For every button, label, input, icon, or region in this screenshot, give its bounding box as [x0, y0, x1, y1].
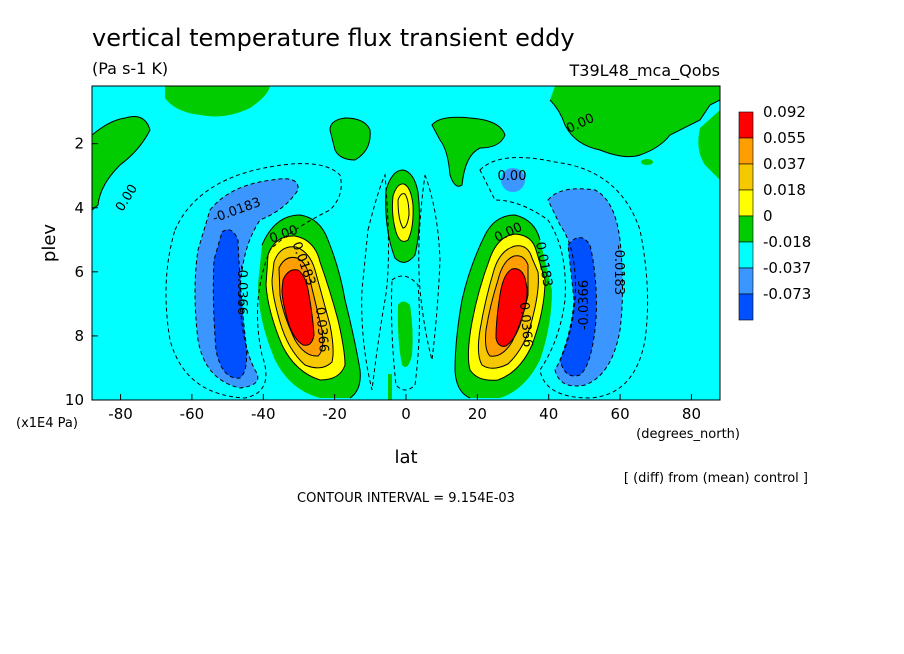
- experiment-label: T39L48_mca_Qobs: [569, 61, 720, 81]
- field-eq-lower-green: [397, 301, 413, 368]
- x-tick-label: -80: [108, 405, 133, 423]
- contour-neg-center-low: [391, 275, 420, 391]
- y-tick-label: 4: [74, 199, 84, 217]
- field-neg-small-north: [501, 168, 525, 192]
- field-neg-core-north: [560, 237, 597, 376]
- contour-eq-2: [391, 183, 414, 242]
- x-tick-label: 80: [682, 405, 701, 423]
- colorbar-swatch: [738, 293, 754, 321]
- contour-pos-south-5: [281, 269, 315, 346]
- contour-pos-south-1: [261, 214, 361, 399]
- y-axis-title: plev: [39, 224, 60, 263]
- contour-green-east: [549, 99, 720, 158]
- colorbar-label: 0: [763, 207, 773, 225]
- contour-pos-north-1: [454, 214, 541, 399]
- contour-label: -0.0366: [234, 265, 249, 315]
- contour-label: -0.0366: [577, 280, 592, 330]
- plot-area: [92, 86, 720, 400]
- colorbar-label: -0.037: [763, 259, 811, 277]
- field-upper-green-patch: [165, 86, 270, 117]
- x-tick-label: 20: [468, 405, 487, 423]
- contour-eq-3: [397, 193, 410, 229]
- y-tick-label: 10: [65, 391, 84, 409]
- field-eq-yellow: [392, 183, 414, 242]
- comparison-note: [ (diff) from (mean) control ]: [624, 471, 808, 486]
- field-small-green: [641, 159, 653, 165]
- contour-label: -0.0183: [611, 245, 626, 295]
- x-tick-label: -60: [180, 405, 205, 423]
- y-axis-ticks: 2 4 6 8 10: [65, 135, 98, 409]
- x-units-label: (degrees_north): [636, 427, 740, 442]
- x-tick-label: 0: [401, 405, 411, 423]
- contour-neg-north-inner: [547, 188, 623, 387]
- colorbar-label: 0.018: [763, 181, 806, 199]
- contour-label: 0.00: [498, 169, 527, 184]
- x-tick-label: 60: [611, 405, 630, 423]
- contour-lines: [92, 99, 720, 399]
- colorbar-swatch: [738, 163, 754, 191]
- contour-pos-north-5: [495, 268, 528, 347]
- field-upper-green-mid: [432, 117, 505, 187]
- colorbar-swatch: [738, 111, 754, 139]
- contour-neg-center-left: [361, 173, 389, 391]
- colorbar-label: -0.073: [763, 285, 811, 303]
- contour-dashed-lines: [165, 157, 649, 399]
- colorbar-swatch: [738, 137, 754, 165]
- field-eq-thin-green: [388, 374, 392, 400]
- x-tick-label: -20: [322, 405, 347, 423]
- contour-pos-north-2: [467, 233, 546, 381]
- y-units-label: (x1E4 Pa): [16, 416, 78, 431]
- contour-pos-south-4: [278, 257, 324, 357]
- contour-neg-south-inner: [194, 178, 299, 389]
- colorbar-label: 0.092: [763, 103, 806, 121]
- field-upper-green-east: [550, 86, 720, 157]
- field-upper-green-edge: [698, 110, 720, 180]
- contour-neg-south-outer: [165, 163, 342, 399]
- x-tick-label: -40: [251, 405, 276, 423]
- y-tick-label: 8: [74, 327, 84, 345]
- contour-neg-north-outer: [479, 157, 649, 399]
- colorbar-label: 0.055: [763, 129, 806, 147]
- colorbar-label: 0.037: [763, 155, 806, 173]
- colorbar-label: -0.018: [763, 233, 811, 251]
- x-axis-title: lat: [394, 447, 417, 468]
- contour-pos-south-3: [271, 246, 334, 369]
- colorbar-swatch: [738, 189, 754, 217]
- colorbar-swatch: [738, 267, 754, 295]
- contour-neg-center-right: [418, 174, 441, 361]
- field-pos-north-red: [496, 268, 528, 347]
- colorbar-swatch: [738, 241, 754, 269]
- field-upper-green-center: [330, 118, 371, 160]
- contour-green-center: [329, 117, 371, 161]
- field-neg-core-south: [213, 229, 247, 379]
- colorbar: 0.092 0.055 0.037 0.018 0 -0.018 -0.037 -0.073: [738, 103, 811, 321]
- contour-pos-north-3: [477, 245, 539, 369]
- x-axis-ticks: -80 -60 -40 -20 0 20 40 60 80: [108, 394, 701, 423]
- contour-eq-1: [385, 169, 420, 263]
- chart-title: vertical temperature flux transient eddy: [92, 24, 575, 52]
- colorbar-swatch: [738, 215, 754, 243]
- contour-label: 0.0366: [312, 306, 331, 353]
- contour-green-mid: [431, 116, 506, 187]
- contour-interval-note: CONTOUR INTERVAL = 9.154E-03: [297, 491, 515, 506]
- x-tick-label: 40: [539, 405, 558, 423]
- y-tick-label: 2: [74, 135, 84, 153]
- units-label: (Pa s-1 K): [92, 59, 168, 78]
- contour-neg-south-core: [212, 229, 248, 379]
- contour-pos-south-2: [265, 235, 346, 381]
- y-tick-label: 6: [74, 263, 84, 281]
- contour-pos-north-4: [485, 255, 529, 357]
- contour-label: 0.0366: [516, 301, 535, 348]
- contour-green-west: [92, 116, 151, 211]
